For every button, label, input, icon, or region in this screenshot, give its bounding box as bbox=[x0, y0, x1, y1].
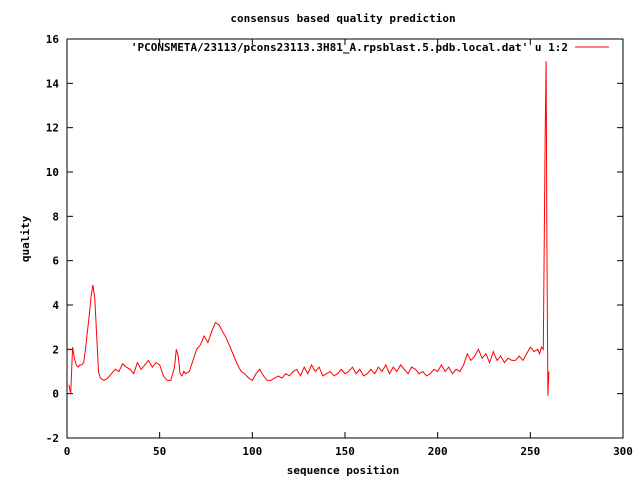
series-line bbox=[68, 61, 550, 396]
plot-frame bbox=[66, 38, 624, 439]
x-tick-label: 0 bbox=[64, 445, 71, 458]
x-tick-label: 150 bbox=[335, 445, 355, 458]
legend-label: 'PCONSMETA/23113/pcons23113.3H81_A.rpsbl… bbox=[131, 41, 568, 54]
y-tick-label: 14 bbox=[46, 77, 60, 90]
y-tick-label: 12 bbox=[46, 122, 59, 135]
x-axis-label: sequence position bbox=[287, 464, 400, 477]
y-tick-label: 10 bbox=[46, 166, 59, 179]
y-tick-label: 8 bbox=[52, 210, 59, 223]
x-tick-label: 250 bbox=[520, 445, 540, 458]
x-tick-label: 300 bbox=[613, 445, 633, 458]
y-tick-label: 4 bbox=[52, 299, 59, 312]
series-layer bbox=[68, 61, 550, 396]
x-tick-label: 200 bbox=[428, 445, 448, 458]
x-tick-label: 100 bbox=[242, 445, 262, 458]
axis-ticks: 0 50 100 150 200 250 300 -2 0 2 4 6 8 10 12 14 16 bbox=[46, 33, 633, 458]
chart-title: consensus based quality prediction bbox=[230, 12, 455, 25]
y-tick-label: 16 bbox=[46, 33, 60, 46]
x-tick-label: 50 bbox=[153, 445, 166, 458]
y-tick-label: 6 bbox=[52, 255, 59, 268]
y-tick-label: -2 bbox=[46, 432, 59, 445]
y-axis-label: quality bbox=[19, 215, 32, 262]
y-tick-label: 2 bbox=[52, 343, 59, 356]
y-tick-label: 0 bbox=[52, 388, 59, 401]
